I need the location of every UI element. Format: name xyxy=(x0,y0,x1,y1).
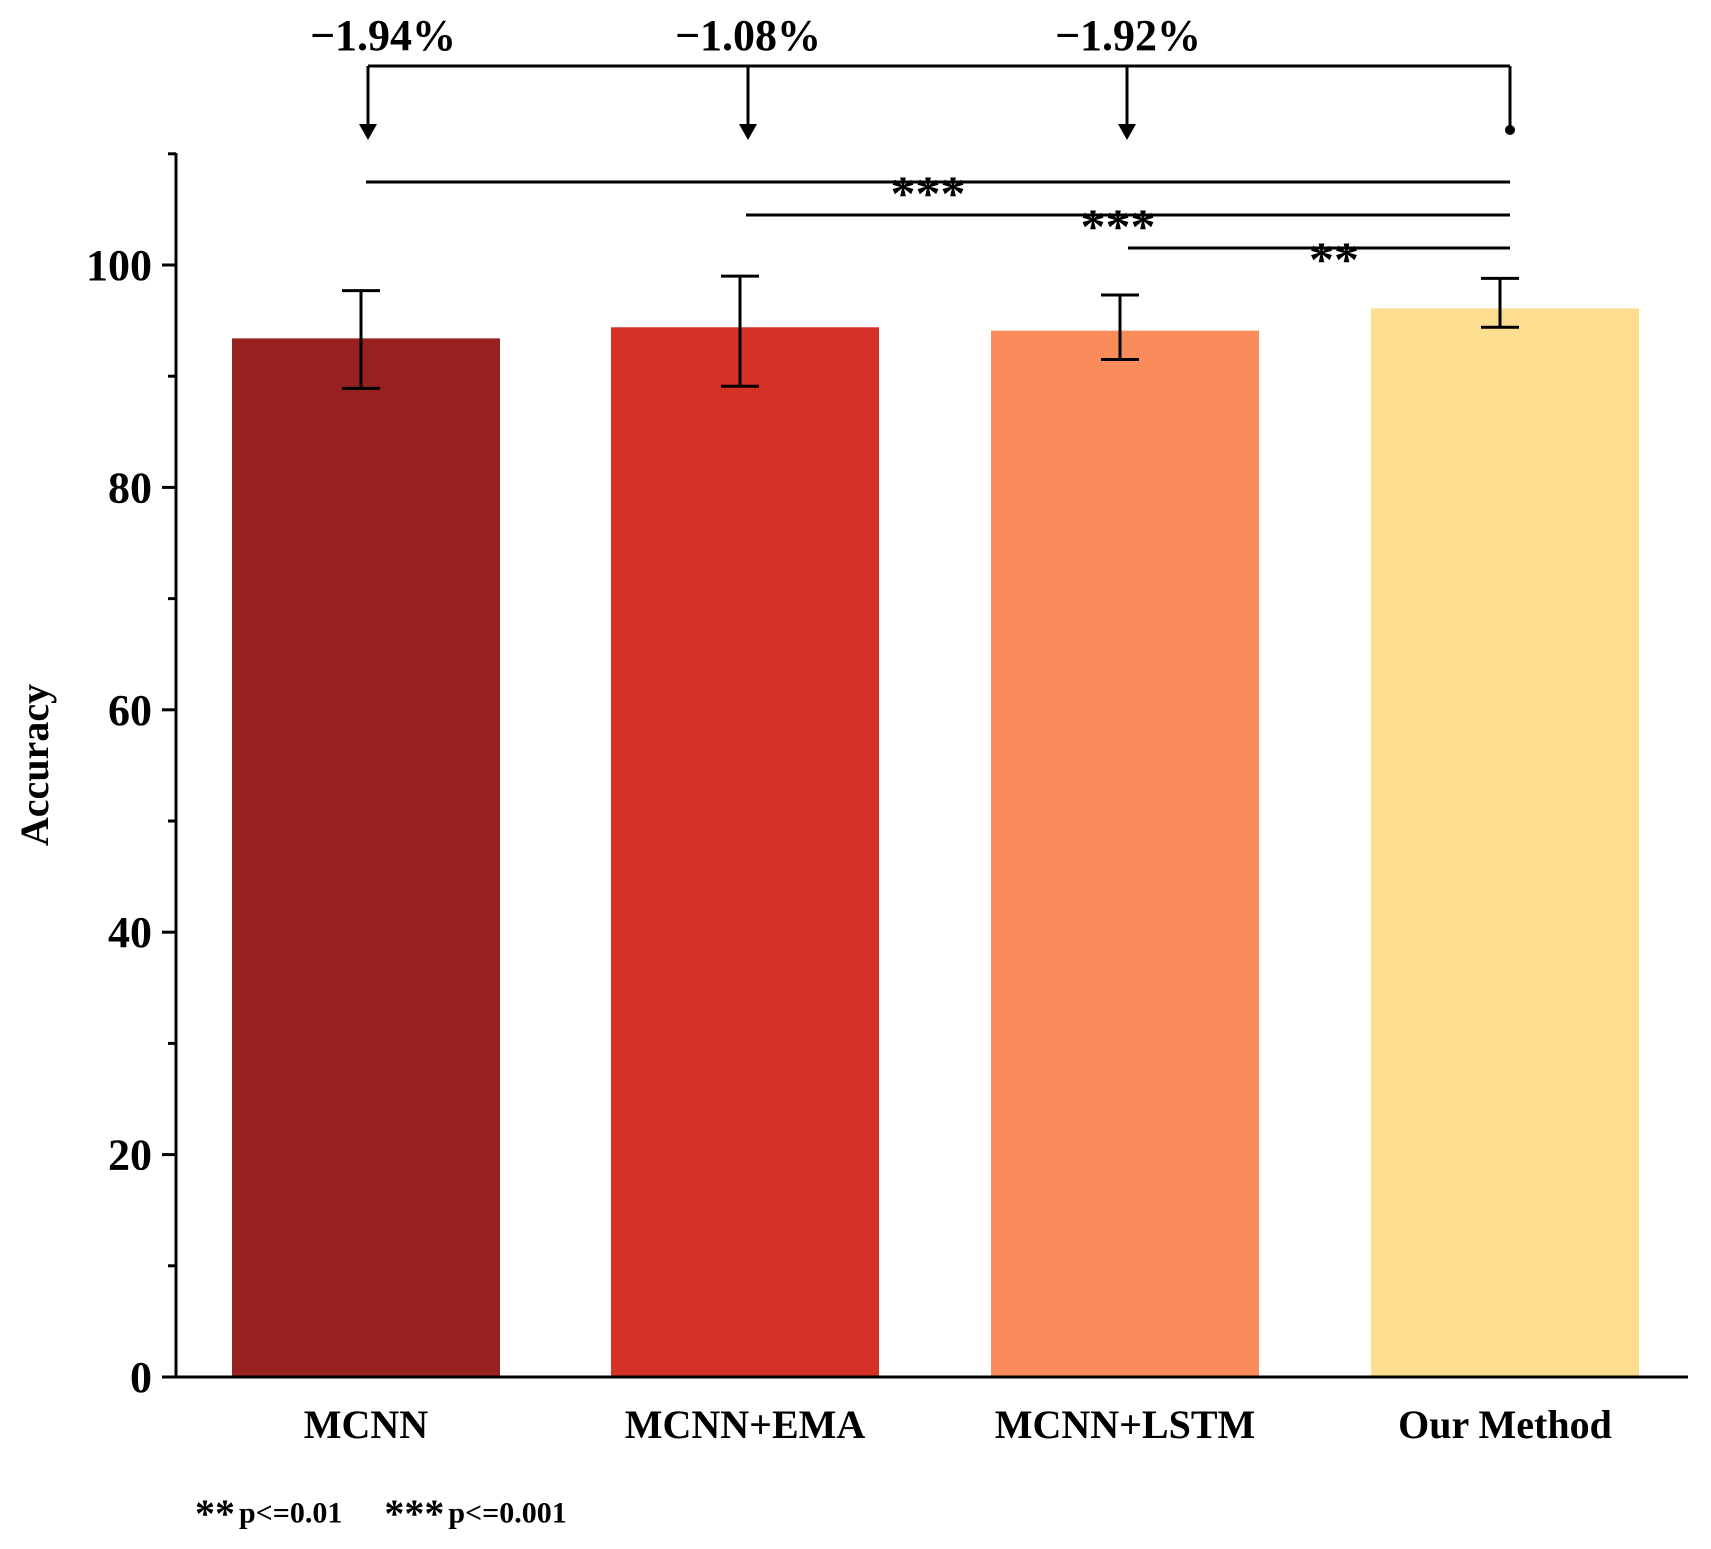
y-axis-label: Accuracy xyxy=(12,684,57,846)
footnote-sig2-stars: ** xyxy=(195,1491,235,1536)
y-tick-label: 20 xyxy=(108,1131,152,1180)
significance-stars: *** xyxy=(1081,198,1156,254)
y-tick-label: 0 xyxy=(130,1353,152,1402)
y-tick-label: 60 xyxy=(108,686,152,735)
significance-stars: *** xyxy=(891,165,966,221)
x-tick-label: MCNN+EMA xyxy=(625,1402,866,1447)
x-tick-label: Our Method xyxy=(1398,1402,1612,1447)
bar-mcnn-lstm xyxy=(991,330,1259,1377)
x-tick-label: MCNN+LSTM xyxy=(995,1402,1256,1447)
footnote-sig3-stars: *** xyxy=(384,1491,445,1536)
bar-our-method xyxy=(1371,308,1639,1377)
y-tick-label: 40 xyxy=(108,908,152,957)
x-tick-label: MCNN xyxy=(304,1402,429,1447)
footnote-sig3-text: p<=0.001 xyxy=(448,1496,567,1530)
comparison-source-dot xyxy=(1505,125,1515,135)
footnote-sig2-text: p<=0.01 xyxy=(239,1496,343,1530)
y-tick-label: 80 xyxy=(108,463,152,512)
difference-label: −1.08% xyxy=(675,11,821,60)
significance-stars: ** xyxy=(1309,231,1359,287)
difference-label: −1.92% xyxy=(1055,11,1201,60)
bar-mcnn-ema xyxy=(611,327,879,1378)
difference-arrow-head xyxy=(359,124,377,140)
difference-label: −1.94% xyxy=(310,11,456,60)
difference-arrow-head xyxy=(739,124,757,140)
difference-arrow-head xyxy=(1118,124,1136,140)
bar-mcnn xyxy=(232,338,500,1378)
significance-footnote: ** p<=0.01 *** p<=0.001 xyxy=(195,1490,567,1537)
y-tick-label: 100 xyxy=(86,241,152,290)
